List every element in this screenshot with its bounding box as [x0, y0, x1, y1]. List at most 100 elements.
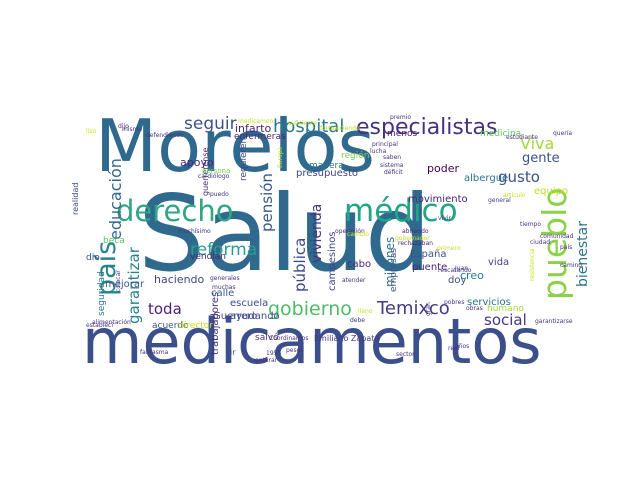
- word-cambio: cambio: [347, 231, 369, 238]
- word-premio: premio: [390, 114, 412, 121]
- word-medicina: medicina: [480, 129, 522, 139]
- word-salud: Salud: [138, 173, 432, 295]
- word-debe: debe: [350, 317, 365, 324]
- word-seguridad: seguridad: [97, 271, 107, 316]
- word-infarto: infarto: [235, 122, 272, 135]
- word-gobierno: gobierno: [268, 298, 352, 320]
- word-gusto: gusto: [498, 168, 540, 186]
- word-puedo: puedo: [210, 191, 229, 198]
- word-hospital: hospital: [273, 116, 345, 137]
- word-lucha: lucha: [370, 148, 387, 155]
- word-rescatando: rescatando: [438, 267, 472, 274]
- word-manera: manera: [309, 161, 344, 171]
- word-seguir: seguir: [184, 114, 237, 134]
- word-primero: primero: [437, 245, 461, 252]
- word-region: región: [341, 151, 370, 161]
- word-reforma: reforma: [190, 240, 258, 260]
- word-juan: Juan: [455, 265, 469, 272]
- word-social: social: [484, 311, 527, 329]
- word-principal: principal: [372, 141, 398, 148]
- word-equipo: equipo: [534, 186, 569, 197]
- word-educacion: educación: [106, 158, 125, 240]
- word-atender: atender: [342, 277, 366, 284]
- word-camino: camino: [560, 262, 582, 269]
- word-enterar: enterar: [255, 357, 278, 364]
- word-generales: generales: [210, 275, 240, 282]
- word-fantasma: fantasma: [140, 349, 169, 356]
- word-espana: España: [410, 249, 447, 260]
- word-real: real: [448, 345, 460, 352]
- word-especialistas: especialistas: [356, 115, 498, 140]
- word-publica: pública: [291, 237, 309, 292]
- word-mismo: mismo: [122, 126, 143, 133]
- word-muchas: muchas: [212, 284, 236, 291]
- word-cloud-panel: [80, 115, 560, 367]
- word-general: general: [488, 197, 511, 204]
- word-colocar: colocar: [115, 270, 122, 292]
- word-vida: vida: [488, 257, 510, 268]
- word-1955: 1955: [266, 350, 282, 357]
- word-director: director: [178, 321, 213, 331]
- word-medico: médico: [344, 193, 458, 229]
- word-humano: humano: [487, 304, 524, 314]
- word-derecho: derecho: [116, 194, 234, 228]
- word-liso: liso: [86, 128, 97, 135]
- word-doy: doy: [448, 275, 467, 286]
- word-pesos: pesos: [286, 347, 304, 354]
- word-fortaleciendo: fortaleciendo: [320, 125, 360, 132]
- word-medicamentos: medicamentos: [82, 305, 542, 378]
- word-articulo: artículo: [503, 192, 526, 199]
- word-pension: pensión: [258, 173, 276, 232]
- word-obras: obras: [466, 305, 483, 312]
- word-sistema: sistema: [380, 162, 404, 169]
- word-calle: calle: [211, 288, 235, 299]
- word-ciudad: ciudad: [530, 239, 551, 246]
- word-vivir: vivir: [438, 215, 451, 222]
- word-pais: país: [560, 244, 573, 251]
- word-empresas: empresas: [389, 248, 399, 292]
- word-lleno: lleno: [358, 308, 373, 315]
- word-menos: menos: [387, 129, 418, 139]
- word-acuerdo: acuerdo: [152, 321, 189, 331]
- word-apoyo: apoyo: [180, 156, 214, 169]
- word-emiliano-zapata: Emiliano Zapata: [314, 334, 380, 343]
- word-mejorar: mejorar: [105, 279, 145, 290]
- word-poder: poder: [427, 162, 459, 175]
- word-haciendo: haciendo: [154, 273, 205, 286]
- word-ir: ir: [230, 348, 236, 357]
- word-europa: Europa: [277, 146, 284, 168]
- word-guerrero: Guerrero: [213, 311, 258, 322]
- word-queria: quería: [553, 130, 573, 137]
- word-comunidad: comunidad: [540, 233, 574, 240]
- word-bienestar: bienestar: [575, 221, 591, 287]
- word-sector: sector: [396, 351, 415, 358]
- word-operacion: operación: [335, 228, 365, 235]
- word-pobres: pobres: [444, 299, 465, 306]
- word-defendiendo: defendiendo: [146, 132, 184, 139]
- word-movimiento: movimiento: [408, 194, 468, 205]
- word-vendian: vendían: [190, 252, 226, 262]
- word-vivienda: vivienda: [309, 203, 325, 263]
- word-enfermeras: enfermeras: [234, 132, 286, 142]
- word-gran: gran: [425, 302, 432, 316]
- word-toda: toda: [148, 300, 182, 318]
- word-requieren: requieren: [239, 137, 249, 181]
- word-realidad: realidad: [71, 182, 80, 215]
- word-gobernador: gobernador: [395, 235, 430, 242]
- word-creo: creo: [460, 269, 484, 282]
- word-saben: saben: [383, 154, 402, 161]
- word-alimentacion: alimentación: [92, 319, 131, 326]
- word-salvo: salvó: [255, 333, 279, 343]
- word-ayudando: ayudando: [230, 311, 280, 322]
- word-albergue: albergue: [464, 173, 509, 184]
- word-anos: años: [455, 343, 470, 350]
- word-dijo: dijo: [118, 123, 129, 130]
- word-rechazaban: rechazaban: [398, 240, 433, 247]
- word-estableci: estableci: [86, 322, 113, 329]
- word-tiempo: tiempo: [520, 221, 542, 228]
- word-presupuesto: presupuesto: [296, 168, 359, 179]
- word-deficit: déficit: [384, 169, 403, 176]
- word-gente: gente: [522, 151, 560, 166]
- word-servicios: servicios: [467, 297, 511, 308]
